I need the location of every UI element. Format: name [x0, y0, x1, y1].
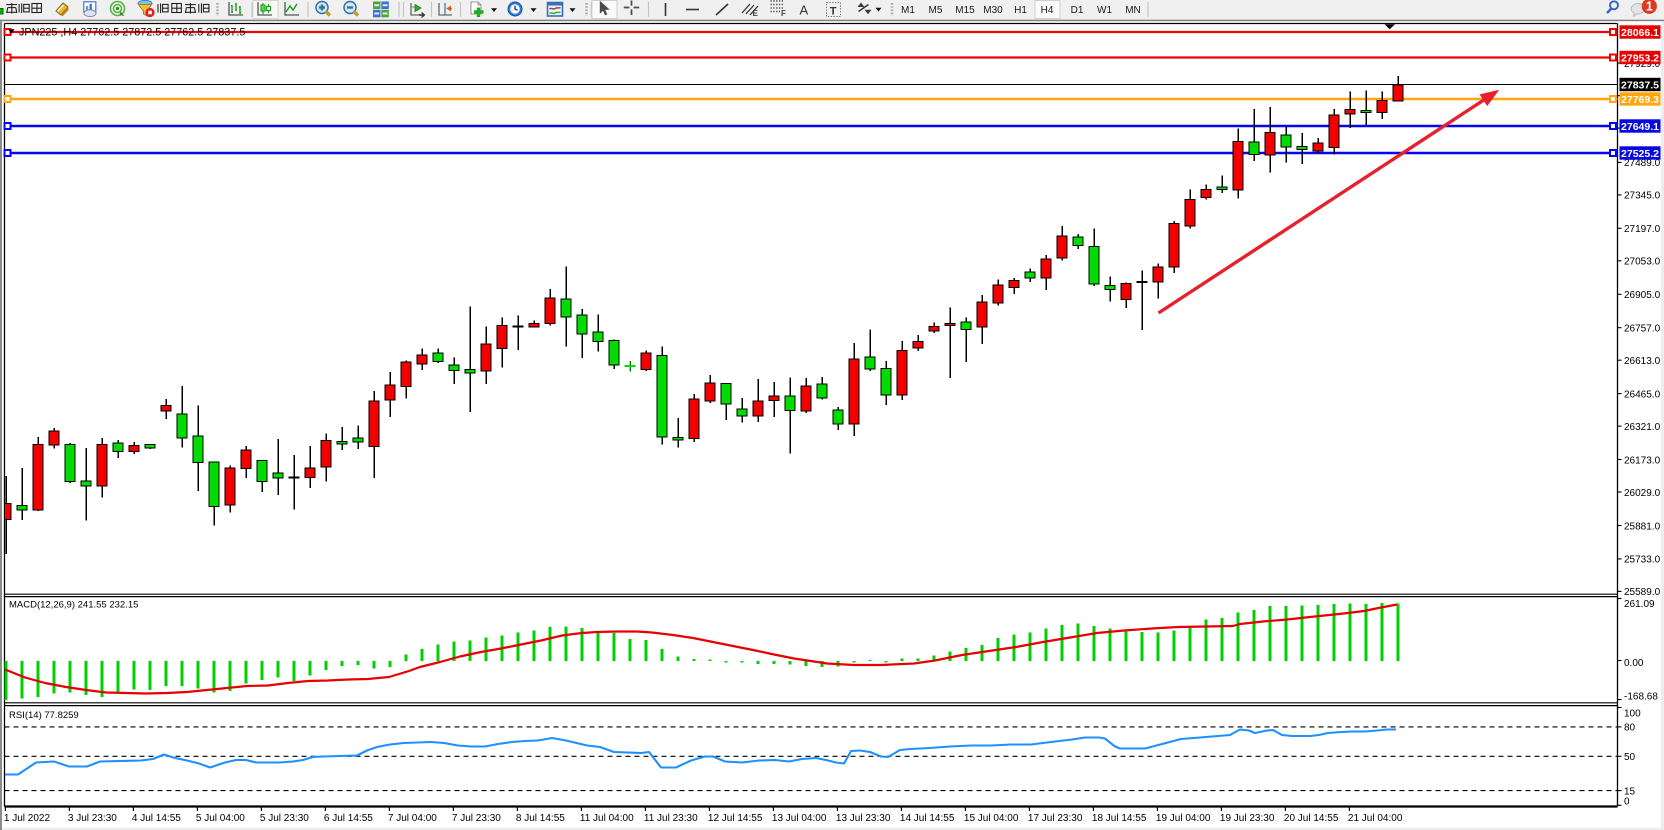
svg-text:13 Jul 23:30: 13 Jul 23:30 — [836, 813, 891, 824]
svg-text:27525.2: 27525.2 — [1621, 148, 1659, 160]
svg-text:1: 1 — [1646, 0, 1653, 14]
svg-text:27197.0: 27197.0 — [1624, 224, 1661, 235]
svg-text:28066.1: 28066.1 — [1621, 27, 1659, 39]
svg-text:26029.0: 26029.0 — [1624, 488, 1661, 499]
svg-text:26465.0: 26465.0 — [1624, 389, 1661, 400]
svg-text:H4: H4 — [1041, 5, 1054, 16]
svg-text:26321.0: 26321.0 — [1624, 422, 1661, 433]
svg-text:11 Jul 04:00: 11 Jul 04:00 — [580, 813, 634, 824]
svg-text:18 Jul 14:55: 18 Jul 14:55 — [1092, 813, 1147, 824]
svg-text:M15: M15 — [955, 5, 975, 16]
svg-text:E: E — [753, 9, 759, 18]
svg-text:MN: MN — [1125, 5, 1141, 16]
svg-text:26905.0: 26905.0 — [1624, 290, 1661, 301]
svg-text:1 Jul 2022: 1 Jul 2022 — [4, 813, 51, 824]
svg-text:21 Jul 04:00: 21 Jul 04:00 — [1348, 813, 1403, 824]
svg-text:5 Jul 04:00: 5 Jul 04:00 — [196, 813, 245, 824]
svg-text:261.09: 261.09 — [1624, 599, 1655, 610]
svg-text:25733.0: 25733.0 — [1624, 555, 1661, 566]
svg-text:27769.3: 27769.3 — [1621, 94, 1659, 106]
svg-text:27837.5: 27837.5 — [1621, 80, 1659, 92]
svg-text:4 Jul 14:55: 4 Jul 14:55 — [132, 813, 181, 824]
svg-text:25589.0: 25589.0 — [1624, 587, 1661, 598]
svg-text:27345.0: 27345.0 — [1624, 191, 1661, 202]
svg-text:6 Jul 14:55: 6 Jul 14:55 — [324, 813, 373, 824]
svg-text:26757.0: 26757.0 — [1624, 324, 1661, 335]
svg-text:50: 50 — [1624, 752, 1636, 763]
svg-text:80: 80 — [1624, 723, 1636, 734]
svg-text:27489.0: 27489.0 — [1624, 158, 1661, 169]
svg-text:17 Jul 23:30: 17 Jul 23:30 — [1028, 813, 1083, 824]
svg-text:5 Jul 23:30: 5 Jul 23:30 — [260, 813, 309, 824]
svg-text:20 Jul 14:55: 20 Jul 14:55 — [1284, 813, 1339, 824]
svg-text:0.00: 0.00 — [1624, 658, 1644, 669]
svg-text:8 Jul 14:55: 8 Jul 14:55 — [516, 813, 565, 824]
svg-text:-168.68: -168.68 — [1624, 692, 1658, 703]
svg-text:RSI(14) 77.8259: RSI(14) 77.8259 — [9, 710, 79, 721]
svg-text:27953.2: 27953.2 — [1621, 53, 1659, 65]
svg-text:27649.1: 27649.1 — [1621, 121, 1659, 133]
svg-text:W1: W1 — [1097, 5, 1112, 16]
svg-text:M1: M1 — [901, 5, 915, 16]
svg-text:27053.0: 27053.0 — [1624, 257, 1661, 268]
svg-text:100: 100 — [1624, 709, 1641, 720]
svg-text:M30: M30 — [983, 5, 1003, 16]
svg-text:15: 15 — [1624, 786, 1636, 797]
svg-text:JPN225 ,H4 27762.5 27872.5 27: JPN225 ,H4 27762.5 27872.5 27762.5 27837… — [19, 27, 245, 39]
svg-text:15 Jul 04:00: 15 Jul 04:00 — [964, 813, 1019, 824]
svg-text:T: T — [830, 5, 837, 17]
svg-text:0: 0 — [1624, 797, 1630, 808]
svg-text:12 Jul 14:55: 12 Jul 14:55 — [708, 813, 763, 824]
svg-text:11 Jul 23:30: 11 Jul 23:30 — [644, 813, 698, 824]
svg-text:26613.0: 26613.0 — [1624, 356, 1661, 367]
svg-text:A: A — [800, 3, 809, 18]
svg-text:25881.0: 25881.0 — [1624, 521, 1661, 532]
svg-text:13 Jul 04:00: 13 Jul 04:00 — [772, 813, 827, 824]
svg-text:14 Jul 14:55: 14 Jul 14:55 — [900, 813, 955, 824]
svg-text:D1: D1 — [1071, 5, 1084, 16]
svg-text:19 Jul 23:30: 19 Jul 23:30 — [1220, 813, 1275, 824]
svg-text:7 Jul 23:30: 7 Jul 23:30 — [452, 813, 501, 824]
svg-text:7 Jul 04:00: 7 Jul 04:00 — [388, 813, 437, 824]
svg-text:3 Jul 23:30: 3 Jul 23:30 — [68, 813, 117, 824]
svg-text:26173.0: 26173.0 — [1624, 455, 1661, 466]
svg-text:H1: H1 — [1014, 5, 1027, 16]
svg-text:M5: M5 — [929, 5, 943, 16]
svg-text:19 Jul 04:00: 19 Jul 04:00 — [1156, 813, 1211, 824]
svg-text:27929.0: 27929.0 — [1624, 59, 1661, 70]
svg-text:MACD(12,26,9) 241.55 232.15: MACD(12,26,9) 241.55 232.15 — [9, 600, 138, 611]
svg-text:F: F — [781, 9, 786, 18]
